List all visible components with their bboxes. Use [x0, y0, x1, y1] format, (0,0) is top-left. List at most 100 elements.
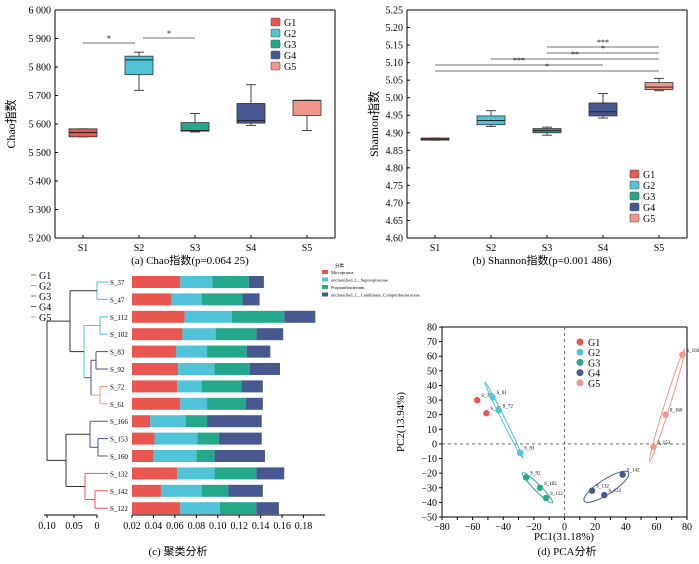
chao-y-axis-label: Chao指数: [3, 99, 18, 148]
box-S5: [292, 99, 322, 132]
legend-label: G3: [284, 40, 296, 51]
point-S_142: S_142: [619, 469, 640, 478]
legend-item-G3: G3: [629, 191, 655, 203]
x-tick-label: 80: [682, 522, 692, 533]
y-tick-label: −20: [421, 469, 437, 480]
bar-S_153: [132, 432, 262, 445]
box-S5: [644, 77, 674, 92]
x-tick-label: S5: [302, 243, 313, 254]
y-tick-label: 4.95: [386, 111, 404, 122]
legend-swatch: [322, 277, 328, 282]
y-tick-label: 30: [427, 396, 437, 407]
bar-S_102: [132, 328, 284, 341]
legend-item-G5: G5: [576, 379, 600, 390]
tree-legend-item-G2: G2: [31, 282, 51, 293]
caption-a: (a) Chao指数(p=0.064 25): [131, 253, 249, 267]
bar-segment: [201, 484, 229, 497]
sample-label: S_160: [110, 453, 128, 461]
legend-label: Micropruina: [331, 270, 354, 275]
x-tick-label: S1: [78, 243, 89, 254]
bar-legend: 分类 Micropruina unclassified_f__Saprospira…: [322, 262, 420, 298]
bar-segment: [177, 467, 215, 480]
legend-swatch: [322, 270, 328, 274]
tree-legend-item-G5: G5: [31, 313, 51, 324]
sample-label: S_122: [110, 505, 128, 513]
bar-S_122: [132, 502, 279, 515]
legend-marker: [576, 379, 584, 387]
legend-label: G1: [588, 338, 600, 349]
x-tick-label: S2: [486, 243, 497, 254]
y-tick-label: 5.15: [386, 41, 404, 52]
sample-label: S_37: [110, 279, 125, 287]
x-tick-label: S5: [654, 243, 665, 254]
legend-label: G5: [39, 313, 51, 324]
bar-S_61: [132, 397, 263, 410]
bar-segment: [180, 276, 213, 288]
chao-boxplot: 5 200 5 300 5 400 5 500 5 600 5 700 5 800 5 900…: [3, 6, 336, 254]
bar-segment: [201, 293, 243, 306]
y-tick-label: 5 800: [29, 63, 52, 74]
legend-label: unclassified_f__Candidatus_Competibacter…: [331, 293, 420, 298]
tree-legend-item-G3: G3: [31, 292, 51, 303]
y-tick-label: 50: [427, 366, 437, 377]
bar-segment: [207, 397, 246, 410]
box-S2: [476, 110, 506, 127]
bar-legend-title: 分类: [335, 262, 344, 269]
legend-swatch: [270, 61, 281, 71]
bar-S_132: [132, 467, 285, 480]
legend-swatch: [270, 28, 281, 38]
point-marker: [588, 487, 596, 494]
significance-label: *: [545, 62, 549, 71]
bar-segment: [177, 380, 202, 393]
pca-y-axis-label: PC2(13.94%): [395, 392, 407, 453]
x-tick-label: 0: [95, 521, 100, 532]
y-tick-label: 6 000: [29, 6, 52, 17]
bar-segment: [178, 363, 215, 375]
point-S_122: S_122: [601, 489, 622, 499]
legend-item-G5: G5: [629, 213, 655, 225]
bar-segment: [207, 415, 262, 428]
point-marker: [516, 449, 524, 456]
sample-label: S_132: [110, 470, 128, 478]
bar-segment: [132, 363, 179, 375]
legend-item-G2: G2: [270, 28, 296, 40]
bar-segment: [242, 293, 260, 306]
box-S3: [532, 126, 562, 136]
significance-label: ***: [597, 38, 609, 47]
legend-label: G4: [39, 303, 51, 314]
ellipse-G5: [648, 348, 686, 463]
point-S_83: S_83: [516, 447, 535, 456]
bar-segment: [132, 432, 155, 445]
x-tick-label: −20: [526, 522, 542, 533]
bar-segment: [171, 293, 202, 306]
bar-segment: [196, 450, 215, 462]
y-tick-label: 4.80: [386, 163, 404, 174]
y-tick-label: −30: [421, 483, 437, 494]
point-label: S_132: [596, 485, 609, 490]
bar-segment: [214, 450, 265, 462]
y-tick-label: 80: [427, 323, 437, 334]
bar-S_47: [132, 293, 260, 306]
point-S_37: S_37: [474, 394, 492, 404]
significance-label: ***: [513, 56, 525, 65]
y-tick-label: 5 300: [29, 205, 52, 216]
y-tick-label: −40: [421, 498, 437, 509]
bar-S_160: [132, 450, 265, 462]
x-tick-label: 0.10: [38, 521, 56, 532]
point-label: S_142: [627, 469, 640, 474]
legend-item-G5: G5: [270, 61, 296, 73]
legend-swatch: [270, 39, 281, 49]
bar-segment: [249, 363, 280, 375]
sample-label: S_142: [110, 488, 128, 496]
x-tick-label: 0.10: [209, 521, 227, 532]
point-marker: [619, 471, 626, 478]
significance-label: **: [571, 50, 579, 59]
point-label: S_72: [503, 404, 514, 409]
bar-segment: [150, 415, 186, 428]
box-rect: [644, 82, 674, 91]
bar-segment: [219, 502, 257, 515]
x-tick-label: −80: [434, 522, 450, 533]
caption-b: (b) Shannon指数(p=0.001 486): [472, 253, 611, 267]
